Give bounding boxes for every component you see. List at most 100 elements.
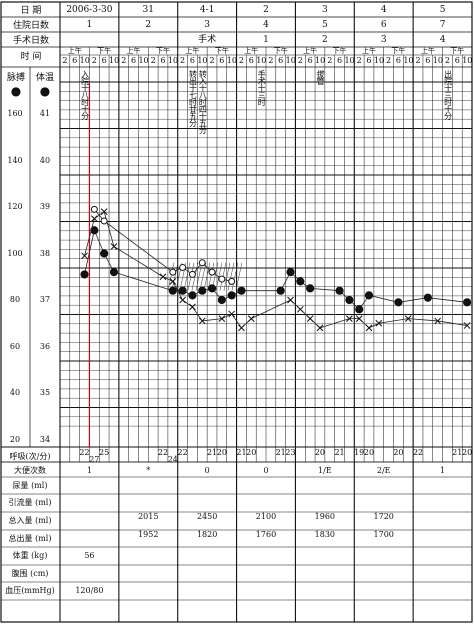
hour-label: 10 [167, 56, 179, 65]
data-point-open-circle [100, 217, 108, 225]
respiration-value: 22 [177, 448, 188, 457]
data-point-cross [198, 317, 206, 325]
bottom-row-label: 大便次数 [14, 466, 46, 475]
drain-note: 拔管 [316, 70, 326, 84]
pm-label: 下午 [273, 47, 288, 55]
hour-label: 10 [285, 56, 296, 65]
bottom-row-value: 1830 [314, 530, 336, 539]
respiration-value: 25 [99, 448, 110, 457]
surgery-day-value: 手术 [198, 35, 217, 45]
data-point-cross [159, 273, 167, 281]
respiration-value: 21 [206, 448, 218, 457]
hour-label: 2 [268, 56, 274, 65]
surgery-day-value: 4 [439, 35, 446, 45]
data-point-cross [287, 296, 294, 304]
data-point-filled-circle [364, 291, 374, 300]
bottom-row-value: 1720 [373, 512, 394, 521]
pulse-tick: 160 [7, 109, 23, 118]
respiration-value: 20 [461, 448, 473, 457]
hour-label: 10 [432, 56, 443, 65]
pulse-label: 脉搏 [6, 73, 25, 83]
surgery-day-value: 2 [321, 35, 328, 45]
data-point-filled-circle [462, 298, 472, 307]
pm-label: 下午 [450, 47, 465, 55]
respiration-value: 19 [354, 448, 365, 457]
pulse-tick: 80 [9, 295, 21, 304]
data-point-filled-circle [394, 298, 403, 307]
hour-label: 10 [344, 56, 355, 65]
data-point-filled-circle [276, 286, 285, 295]
data-point-cross [355, 315, 363, 322]
am-label: 上午 [185, 47, 200, 55]
data-point-cross [375, 319, 383, 327]
data-point-filled-circle [345, 295, 354, 305]
pulse-tick: 60 [9, 341, 21, 351]
hour-label: 6 [101, 56, 107, 65]
data-point-filled-circle [188, 291, 197, 300]
hospital-day-label: 住院日数 [12, 21, 49, 31]
bottom-row-value: 2450 [196, 512, 218, 521]
series-cross-line [84, 210, 468, 329]
data-point-open-circle [179, 263, 187, 271]
data-point-cross [346, 315, 353, 322]
hour-label: 6 [366, 56, 372, 65]
date-value: 2006-3-30 [66, 5, 113, 15]
hour-label: 6 [72, 56, 78, 65]
pulse-tick: 120 [7, 202, 23, 211]
pm-label: 下午 [155, 47, 170, 55]
hour-label: 2 [62, 56, 68, 65]
data-point-open-circle [218, 275, 226, 283]
bottom-row-label: 腹围 (cm) [11, 569, 49, 578]
data-point-filled-circle [237, 286, 246, 295]
hour-label: 2 [444, 56, 450, 65]
hour-label: 2 [180, 56, 186, 65]
date-value: 4-1 [199, 5, 215, 15]
data-point-filled-circle [217, 295, 226, 305]
respiration-value: 20 [216, 448, 227, 457]
pulse-tick: 20 [9, 434, 21, 444]
hour-label: 10 [373, 56, 385, 65]
hospital-day-value: 1 [86, 20, 93, 30]
data-point-filled-circle [335, 286, 344, 295]
am-label: 上午 [420, 47, 435, 55]
respiration-value: 21 [275, 448, 286, 457]
hospital-day-value: 7 [439, 20, 446, 30]
respiration-value: 20 [246, 448, 257, 457]
respiration-value: 22 [79, 448, 90, 457]
respiration-value: 21 [452, 448, 463, 457]
pm-label: 下午 [332, 47, 347, 55]
data-point-cross [228, 310, 236, 318]
bottom-row-label: 体重 (kg) [12, 551, 48, 560]
pulse-tick: 140 [7, 155, 23, 165]
data-point-filled-circle [207, 284, 217, 293]
respiration-value: 23 [285, 448, 296, 457]
bottom-row-label: 引流量 (ml) [8, 498, 52, 507]
pulse-dot-icon: ● [10, 84, 22, 98]
data-point-cross [100, 208, 108, 216]
respiration-value: 20 [314, 448, 326, 457]
bottom-row-value: 2100 [255, 512, 277, 521]
pm-label: 下午 [391, 47, 406, 55]
data-point-filled-circle [227, 291, 236, 300]
hour-label: 10 [256, 56, 267, 65]
hour-label: 10 [109, 56, 120, 65]
data-point-filled-circle [80, 270, 89, 279]
temp-dot-icon: ● [39, 84, 51, 98]
respiration-value: 20 [393, 448, 404, 457]
hour-label: 10 [79, 56, 90, 65]
temp-tick: 35 [39, 388, 51, 397]
bottom-row-value: 1/E [318, 466, 332, 475]
pulse-tick: 100 [7, 248, 23, 258]
bottom-row-value: 56 [84, 551, 95, 560]
hour-label: 10 [138, 56, 149, 65]
hour-label: 2 [121, 56, 127, 65]
hour-label: 10 [197, 56, 208, 65]
date-value: 5 [439, 5, 446, 15]
bottom-row-value: 2015 [138, 512, 159, 521]
surgery-day-label: 手术日数 [12, 36, 49, 46]
data-point-cross [247, 315, 255, 322]
temp-tick: 34 [39, 434, 51, 444]
data-point-filled-circle [306, 284, 315, 293]
hour-label: 6 [307, 56, 313, 65]
